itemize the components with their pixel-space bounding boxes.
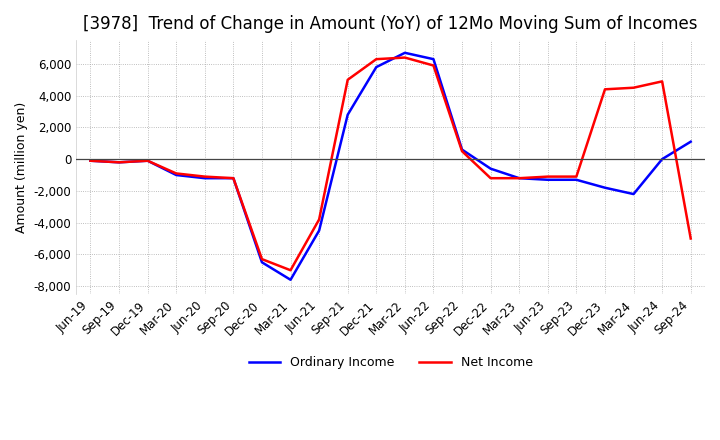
Ordinary Income	[114, 160, 123, 165]
Ordinary Income	[686, 139, 695, 144]
Ordinary Income	[544, 177, 552, 183]
Ordinary Income	[600, 185, 609, 191]
Net Income	[287, 268, 295, 273]
Ordinary Income	[200, 176, 209, 181]
Net Income	[258, 257, 266, 262]
Ordinary Income	[429, 56, 438, 62]
Net Income	[572, 174, 581, 179]
Net Income	[372, 56, 381, 62]
Net Income	[315, 217, 323, 222]
Ordinary Income	[658, 157, 667, 162]
Ordinary Income	[400, 50, 409, 55]
Net Income	[200, 174, 209, 179]
Net Income	[114, 160, 123, 165]
Y-axis label: Amount (million yen): Amount (million yen)	[15, 102, 28, 233]
Ordinary Income	[486, 166, 495, 171]
Line: Net Income: Net Income	[91, 58, 690, 270]
Ordinary Income	[229, 176, 238, 181]
Net Income	[229, 176, 238, 181]
Ordinary Income	[315, 228, 323, 233]
Net Income	[515, 176, 523, 181]
Ordinary Income	[515, 176, 523, 181]
Net Income	[343, 77, 352, 82]
Net Income	[686, 236, 695, 241]
Net Income	[86, 158, 95, 163]
Legend: Ordinary Income, Net Income: Ordinary Income, Net Income	[243, 351, 538, 374]
Ordinary Income	[629, 191, 638, 197]
Net Income	[400, 55, 409, 60]
Net Income	[458, 149, 467, 154]
Net Income	[544, 174, 552, 179]
Title: [3978]  Trend of Change in Amount (YoY) of 12Mo Moving Sum of Incomes: [3978] Trend of Change in Amount (YoY) o…	[84, 15, 698, 33]
Net Income	[600, 87, 609, 92]
Ordinary Income	[86, 158, 95, 163]
Net Income	[143, 158, 152, 163]
Ordinary Income	[258, 260, 266, 265]
Net Income	[172, 171, 181, 176]
Ordinary Income	[287, 277, 295, 282]
Net Income	[486, 176, 495, 181]
Net Income	[429, 63, 438, 68]
Net Income	[629, 85, 638, 90]
Ordinary Income	[172, 172, 181, 178]
Ordinary Income	[458, 147, 467, 152]
Ordinary Income	[143, 158, 152, 163]
Line: Ordinary Income: Ordinary Income	[91, 53, 690, 280]
Net Income	[658, 79, 667, 84]
Ordinary Income	[372, 64, 381, 70]
Ordinary Income	[343, 112, 352, 117]
Ordinary Income	[572, 177, 581, 183]
